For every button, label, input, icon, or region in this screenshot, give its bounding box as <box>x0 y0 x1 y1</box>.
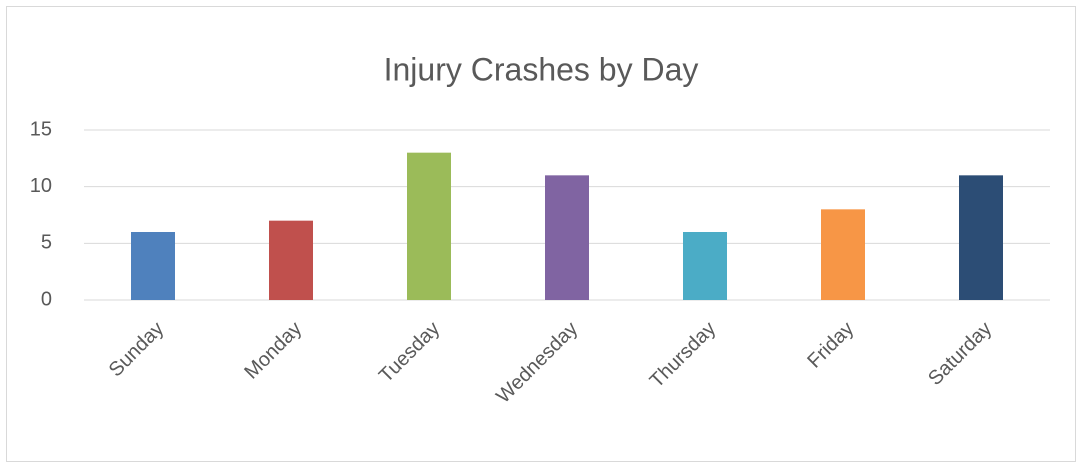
bar <box>131 232 175 300</box>
bar <box>269 220 313 300</box>
bar <box>545 175 589 300</box>
chart-title: Injury Crashes by Day <box>384 51 699 87</box>
bar <box>821 209 865 300</box>
y-tick-label: 0 <box>41 288 52 310</box>
bar <box>959 175 1003 300</box>
bar <box>683 232 727 300</box>
y-tick-label: 5 <box>41 232 52 254</box>
bar <box>407 152 451 300</box>
y-tick-label: 10 <box>30 175 52 197</box>
chart-border <box>6 6 1076 462</box>
y-tick-label: 15 <box>30 118 52 140</box>
